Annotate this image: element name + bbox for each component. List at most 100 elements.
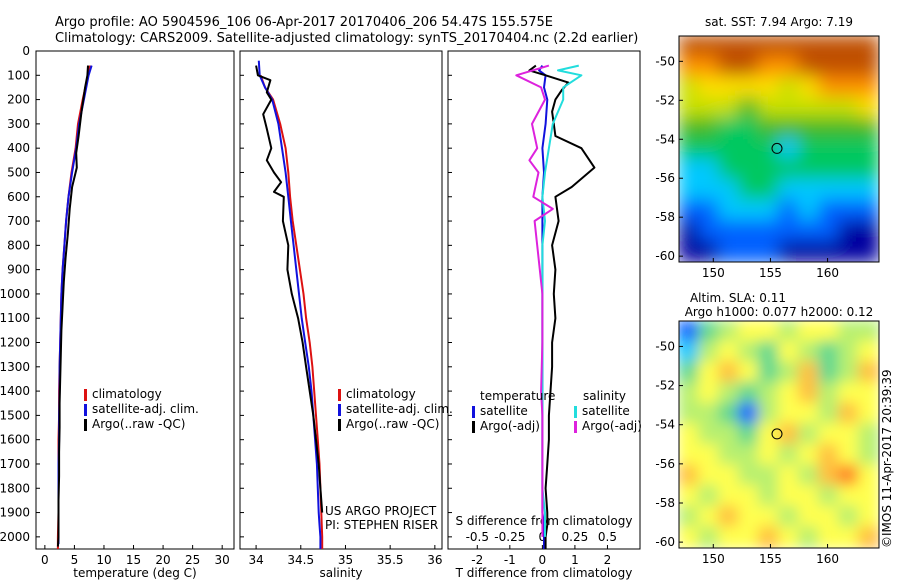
sst-map-cell bbox=[838, 36, 860, 58]
sst-map-cell bbox=[838, 76, 860, 99]
sst-map-cell bbox=[758, 199, 780, 222]
sla-map-cell bbox=[818, 423, 840, 446]
sla-map-cell bbox=[718, 402, 740, 426]
sst-map-cell bbox=[858, 36, 879, 58]
depth-tick-label: 1100 bbox=[0, 311, 30, 325]
temp-legend-swatch bbox=[84, 389, 87, 401]
sla-map-cell bbox=[798, 464, 820, 488]
sla-map-cell bbox=[838, 505, 860, 529]
sla-map-cell bbox=[698, 423, 720, 446]
sst-map-cell bbox=[698, 199, 720, 222]
sst-map-cell bbox=[698, 117, 720, 140]
diff-legend-entry: satellite bbox=[582, 404, 630, 418]
salinity-diff-tick-label: 0.5 bbox=[598, 530, 617, 544]
temp-frame bbox=[35, 50, 235, 550]
sst-map-cell bbox=[738, 219, 760, 243]
sst-map-cell bbox=[738, 36, 760, 58]
sla-map-cell bbox=[778, 361, 800, 384]
sst-map-cell bbox=[778, 178, 800, 202]
sla-map-cell bbox=[818, 361, 840, 384]
sla-map-cell bbox=[778, 381, 800, 405]
sla-map-cell bbox=[778, 443, 800, 467]
sst-map-cell bbox=[718, 76, 740, 99]
sla-map-cell bbox=[718, 340, 740, 364]
sla-map-cell bbox=[718, 381, 740, 405]
sla-map-cell bbox=[818, 505, 840, 529]
sla-map-cell bbox=[679, 464, 700, 488]
sla-map-cell bbox=[778, 526, 800, 548]
sst-map-cell bbox=[838, 55, 860, 79]
sst-map-cell bbox=[818, 117, 840, 140]
sst-map-lon-label: 155 bbox=[759, 266, 782, 280]
sst-map-cell bbox=[738, 117, 760, 140]
sst-map-cell bbox=[838, 117, 860, 140]
sla-map-cell bbox=[679, 526, 700, 548]
sla-map-cell bbox=[798, 361, 820, 384]
sla-map-cell bbox=[858, 381, 879, 405]
sla-map-cell bbox=[718, 423, 740, 446]
sla-map-cell bbox=[698, 340, 720, 364]
sst-map-cell bbox=[758, 137, 780, 161]
sla-map-cell bbox=[758, 402, 780, 426]
sst-map-lat-label: -60 bbox=[655, 249, 675, 263]
sst-map-cell bbox=[778, 76, 800, 99]
depth-tick-label: 600 bbox=[7, 190, 30, 204]
sla-map-cell bbox=[798, 423, 820, 446]
sla-map-cell bbox=[698, 485, 720, 508]
sla-map-cell bbox=[738, 443, 760, 467]
sst-map-lon-label: 160 bbox=[816, 266, 839, 280]
depth-tick-label: 1300 bbox=[0, 360, 30, 374]
diff-legend-swatch bbox=[574, 406, 577, 418]
sla-map-title-line-1: Altim. SLA: 0.11 bbox=[690, 291, 786, 305]
diff-series-salinity-argo-adj- bbox=[515, 64, 554, 537]
sla-map-cell bbox=[838, 423, 860, 446]
sst-map-cell bbox=[778, 158, 800, 181]
sla-map-cell bbox=[738, 381, 760, 405]
sal-series-argo-raw-qc- bbox=[255, 65, 324, 513]
sst-map-cell bbox=[818, 96, 840, 120]
sla-map-cell bbox=[679, 340, 700, 364]
depth-tick-label: 1800 bbox=[0, 481, 30, 495]
sla-map-cell bbox=[718, 526, 740, 548]
sst-map-cell bbox=[738, 137, 760, 161]
sst-map: -50 -52 -54 -56 -58 -60 150 155 160 sat. SST: 7.9… bbox=[655, 15, 880, 280]
sst-map-cell bbox=[798, 178, 820, 202]
sla-map-cell bbox=[679, 505, 700, 529]
temp-xtick-label: 10 bbox=[96, 553, 111, 567]
sst-map-cell bbox=[818, 240, 840, 262]
sla-map-cell bbox=[838, 526, 860, 548]
sla-map-cell bbox=[818, 340, 840, 364]
sst-map-cell bbox=[718, 240, 740, 262]
sal-xaxis-label: salinity bbox=[319, 566, 362, 580]
sla-map-cell bbox=[778, 321, 800, 343]
temp-xtick-label: 5 bbox=[71, 553, 79, 567]
depth-tick-label: 2000 bbox=[0, 530, 30, 544]
sla-map-cell bbox=[858, 361, 879, 384]
salinity-diff-tick-label: 0.25 bbox=[562, 530, 589, 544]
temp-xtick-label: 15 bbox=[126, 553, 141, 567]
sla-map-cell bbox=[838, 443, 860, 467]
sst-map-cell bbox=[858, 240, 879, 262]
sla-map-cell bbox=[778, 340, 800, 364]
header-line-2: Climatology: CARS2009. Satellite-adjuste… bbox=[55, 31, 638, 46]
sla-map-cell bbox=[838, 402, 860, 426]
sla-map-cell bbox=[818, 485, 840, 508]
sla-map-cell bbox=[858, 321, 879, 343]
sla-map-cell bbox=[698, 464, 720, 488]
sst-map-cell bbox=[778, 36, 800, 58]
sla-map-cell bbox=[798, 321, 820, 343]
sal-xtick-label: 35 bbox=[338, 553, 353, 567]
sla-map-cell bbox=[679, 423, 700, 446]
diff-legend-swatch bbox=[472, 406, 475, 418]
sla-map-cell bbox=[778, 423, 800, 446]
sla-map-cell bbox=[858, 340, 879, 364]
sla-map-cell bbox=[818, 402, 840, 426]
sst-map-cell bbox=[778, 240, 800, 262]
sst-map-lat-label: -52 bbox=[655, 93, 675, 107]
sst-map-cell bbox=[798, 36, 820, 58]
temp-legend-swatch bbox=[84, 419, 87, 431]
sal-frame bbox=[239, 50, 443, 550]
sla-map: -50 -52 -54 -56 -58 -60 150 155 160 Altim. SLA: 0… bbox=[655, 291, 880, 566]
salinity-panel: 34 34.5 35 35.5 36 salinity climatologysatelli… bbox=[239, 50, 453, 580]
sal-legend-entry: Argo(..raw -QC) bbox=[346, 417, 439, 431]
